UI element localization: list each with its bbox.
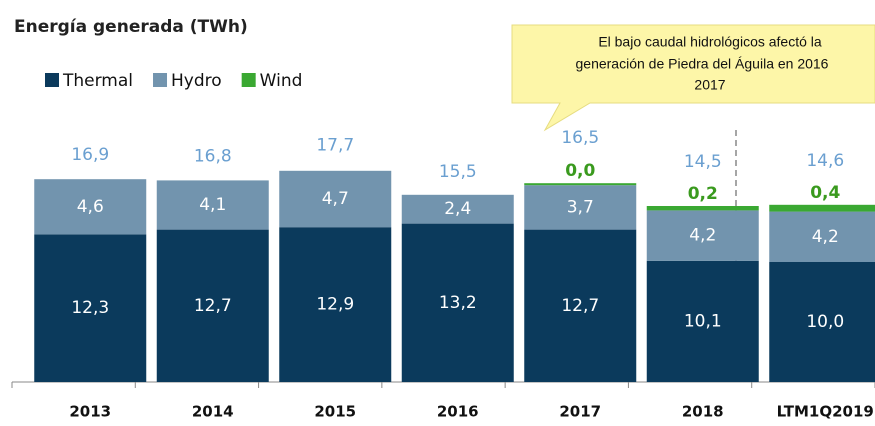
x-tick-label: 2017: [559, 403, 601, 421]
value-label: 12,7: [561, 296, 599, 316]
bar-segment: [524, 229, 637, 382]
total-label: 16,8: [194, 146, 232, 166]
bar-segment: [769, 204, 875, 212]
bar-segment: [524, 183, 637, 186]
value-label: 4,2: [689, 226, 716, 246]
wind-label: 0,0: [565, 161, 595, 181]
note-callout: [511, 24, 875, 132]
legend-label: Hydro: [171, 71, 222, 91]
value-label: 12,7: [194, 296, 232, 316]
value-label: 4,6: [77, 197, 104, 217]
x-tick-label: 2014: [192, 403, 234, 421]
total-label: 16,9: [71, 145, 109, 165]
bar-segment: [646, 210, 759, 261]
total-label: 17,7: [316, 136, 354, 156]
bar-segment: [524, 185, 637, 230]
bar-segment: [646, 260, 759, 382]
bar-segment: [769, 262, 875, 382]
value-label: 4,1: [199, 195, 226, 215]
value-label: 3,7: [567, 197, 594, 217]
legend-label: Thermal: [62, 71, 133, 91]
legend-swatch: [45, 73, 59, 87]
value-label: 10,1: [684, 311, 722, 331]
value-label: 12,9: [316, 295, 354, 315]
bar-segment: [156, 229, 269, 382]
value-label: 10,0: [806, 312, 844, 332]
total-label: 14,5: [684, 152, 722, 172]
total-label: 15,5: [439, 162, 477, 182]
bar-segment: [34, 179, 147, 235]
note-line: El bajo caudal hidrológicos afectó la: [598, 34, 822, 50]
value-label: 13,2: [439, 293, 477, 313]
x-tick-label: 2016: [437, 403, 479, 421]
bar-segment: [34, 234, 147, 382]
note-line: 2017: [694, 77, 725, 93]
legend-label: Wind: [260, 71, 303, 91]
value-label: 12,3: [71, 298, 109, 318]
value-label: 2,4: [444, 199, 471, 219]
x-tick-label: LTM1Q2019: [777, 403, 874, 421]
total-label: 16,5: [561, 128, 599, 148]
x-tick-label: 2015: [314, 403, 356, 421]
note-line: generación de Piedra del Águila en 2016: [576, 56, 829, 72]
legend-swatch: [153, 73, 168, 87]
wind-label: 0,2: [688, 184, 718, 204]
bar-segment: [279, 170, 392, 228]
x-tick-label: 2013: [69, 403, 111, 421]
chart-title: Energía generada (TWh): [14, 17, 248, 37]
x-tick-label: 2018: [682, 403, 724, 421]
bar-segment: [401, 194, 514, 224]
wind-label: 0,4: [810, 183, 840, 203]
legend-swatch: [241, 73, 256, 87]
bar-segment: [156, 180, 269, 230]
bar-segment: [401, 223, 514, 382]
value-label: 4,2: [812, 227, 839, 247]
bar-segment: [769, 211, 875, 262]
bar-segment: [279, 227, 392, 382]
value-label: 4,7: [322, 189, 349, 209]
bar-segment: [646, 206, 759, 211]
total-label: 14,6: [806, 151, 844, 171]
